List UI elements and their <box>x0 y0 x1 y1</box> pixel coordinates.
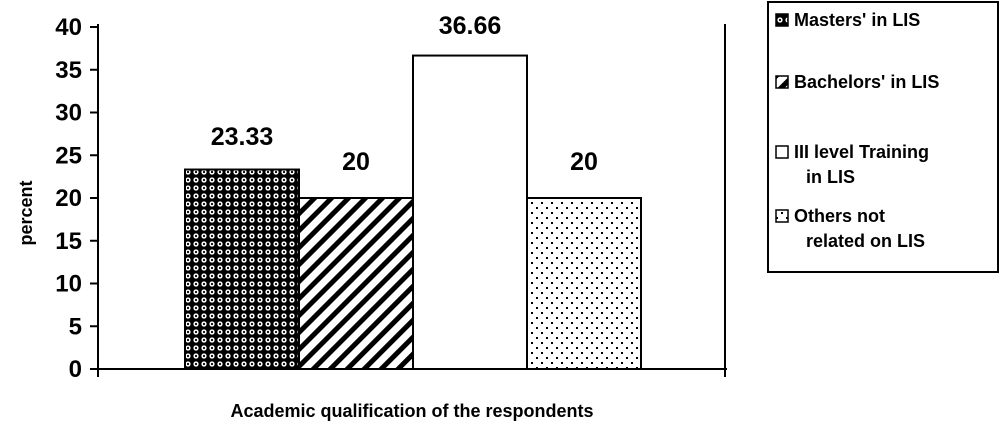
y-tick-label: 20 <box>55 185 82 212</box>
data-label: 36.66 <box>439 12 502 40</box>
legend: Masters' in LIS Bachelors' in LIS III leve… <box>767 1 999 273</box>
legend-box <box>767 1 999 273</box>
data-label: 20 <box>342 148 370 176</box>
legend-swatch <box>775 13 789 27</box>
legend-label: in LIS <box>806 167 855 187</box>
y-tick-label: 10 <box>55 271 82 298</box>
legend-label: III level Training <box>794 142 929 162</box>
bar <box>412 54 528 370</box>
legend-swatch <box>775 75 789 89</box>
bar <box>526 197 642 370</box>
bar <box>184 168 300 370</box>
legend-swatch <box>775 145 789 159</box>
legend-label: Masters' in LIS <box>794 10 920 30</box>
legend-label: related on LIS <box>806 231 925 251</box>
legend-label: Others not <box>794 206 885 226</box>
bar <box>298 197 414 370</box>
y-tick-label: 5 <box>69 313 82 340</box>
bars <box>184 54 642 370</box>
y-tick-label: 25 <box>55 142 82 169</box>
legend-swatch <box>775 209 789 223</box>
data-labels: 23.33 20 36.66 20 <box>211 12 598 176</box>
y-tick-label: 15 <box>55 228 82 255</box>
y-tick-label: 0 <box>69 356 82 383</box>
data-label: 20 <box>570 148 598 176</box>
y-axis-ticks: 0 5 10 15 20 25 30 35 40 <box>55 14 98 383</box>
y-tick-label: 40 <box>55 14 82 41</box>
data-label: 23.33 <box>211 123 274 151</box>
legend-items: Masters' in LIS Bachelors' in LIS III leve… <box>775 10 939 251</box>
y-tick-label: 35 <box>55 57 82 84</box>
x-axis-title: Academic qualification of the respondent… <box>230 401 593 421</box>
y-axis-title: percent <box>16 180 36 245</box>
y-tick-label: 30 <box>55 100 82 127</box>
legend-label: Bachelors' in LIS <box>794 72 939 92</box>
